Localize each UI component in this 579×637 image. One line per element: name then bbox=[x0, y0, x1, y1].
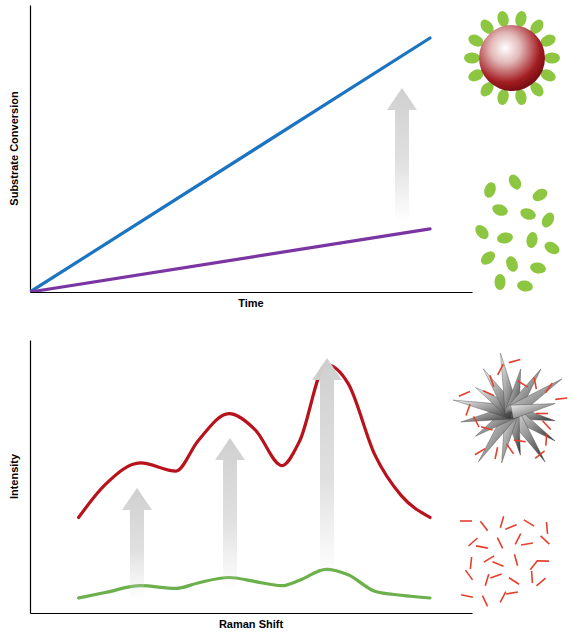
reporter bbox=[545, 434, 547, 446]
enzyme bbox=[478, 249, 497, 268]
enzyme bbox=[525, 231, 539, 249]
reporter bbox=[545, 383, 552, 393]
reporter bbox=[460, 520, 472, 522]
figure: Time Substrate Conversion Raman Shift Inten… bbox=[0, 0, 579, 637]
series-line bbox=[30, 38, 430, 292]
reporter bbox=[498, 364, 504, 375]
reporter bbox=[541, 536, 550, 544]
enzyme bbox=[482, 181, 498, 200]
reporter bbox=[465, 570, 472, 580]
reporter bbox=[500, 592, 506, 603]
enzyme bbox=[542, 239, 561, 257]
enzyme bbox=[504, 255, 520, 274]
series-line bbox=[79, 365, 430, 518]
nanostar-spike bbox=[511, 404, 556, 419]
enzyme bbox=[464, 53, 480, 64]
panel: Raman Shift Intensity bbox=[8, 341, 473, 631]
reporter bbox=[546, 522, 547, 534]
enzyme bbox=[506, 172, 524, 191]
reporter bbox=[461, 595, 473, 597]
nanoparticle bbox=[479, 25, 545, 91]
panel: Time Substrate Conversion bbox=[8, 6, 473, 310]
x-axis bbox=[31, 613, 473, 614]
reporter bbox=[534, 377, 536, 389]
enzyme bbox=[496, 231, 514, 245]
reporter bbox=[490, 574, 501, 578]
reporter bbox=[497, 538, 502, 549]
reporter bbox=[484, 556, 494, 562]
series-line bbox=[30, 229, 430, 292]
enzyme bbox=[519, 206, 538, 222]
reporter bbox=[531, 571, 533, 583]
reporter bbox=[492, 562, 503, 566]
reporter bbox=[480, 521, 487, 531]
axis-line bbox=[31, 292, 473, 293]
axis-line bbox=[30, 341, 31, 614]
reporter bbox=[542, 421, 550, 430]
reporter bbox=[536, 578, 545, 586]
reporter bbox=[521, 543, 533, 545]
reporter bbox=[475, 449, 485, 455]
reporter bbox=[469, 538, 478, 546]
plot-area bbox=[30, 38, 430, 292]
reporter bbox=[524, 520, 534, 526]
y-axis bbox=[30, 6, 31, 293]
reporter bbox=[500, 516, 503, 528]
reporter bbox=[518, 381, 528, 387]
y-axis-title: Intensity bbox=[8, 453, 20, 499]
reporter bbox=[459, 391, 470, 396]
reporter bbox=[537, 560, 549, 562]
enzyme bbox=[544, 53, 560, 64]
enzyme bbox=[473, 222, 492, 241]
reporter bbox=[515, 534, 520, 545]
arrow bbox=[122, 488, 152, 600]
axis-line bbox=[30, 6, 31, 293]
reporter bbox=[536, 413, 548, 415]
reporter bbox=[530, 560, 537, 569]
enzyme bbox=[530, 186, 549, 204]
reporter bbox=[506, 592, 518, 594]
y-axis-title: Substrate Conversion bbox=[8, 91, 20, 206]
reporter bbox=[555, 398, 567, 399]
reporter bbox=[495, 447, 497, 459]
x-axis-title: Time bbox=[238, 297, 263, 309]
reporter bbox=[535, 451, 544, 459]
reporter bbox=[483, 391, 494, 396]
reporter bbox=[476, 546, 488, 548]
reporter bbox=[507, 444, 514, 454]
axis-line bbox=[31, 613, 473, 614]
arrow bbox=[387, 88, 417, 222]
reporter bbox=[509, 578, 519, 585]
reporter bbox=[481, 427, 493, 430]
arrow bbox=[312, 358, 342, 578]
x-axis bbox=[31, 292, 473, 293]
y-axis bbox=[30, 341, 31, 614]
reporter bbox=[470, 557, 471, 569]
reporter bbox=[490, 375, 494, 386]
enzyme bbox=[539, 210, 557, 229]
reporter bbox=[514, 440, 526, 442]
arrow bbox=[215, 438, 245, 590]
reporter bbox=[466, 404, 470, 415]
enzyme bbox=[491, 202, 510, 218]
decorations bbox=[122, 10, 567, 606]
enzyme bbox=[516, 279, 534, 293]
enzyme bbox=[495, 274, 506, 290]
reporter bbox=[474, 416, 479, 427]
x-axis-title: Raman Shift bbox=[219, 618, 284, 630]
reporter bbox=[485, 574, 489, 585]
reporter bbox=[505, 525, 516, 529]
enzyme bbox=[529, 261, 547, 275]
reporter bbox=[509, 360, 521, 363]
reporter bbox=[514, 554, 517, 566]
reporter bbox=[482, 596, 487, 607]
